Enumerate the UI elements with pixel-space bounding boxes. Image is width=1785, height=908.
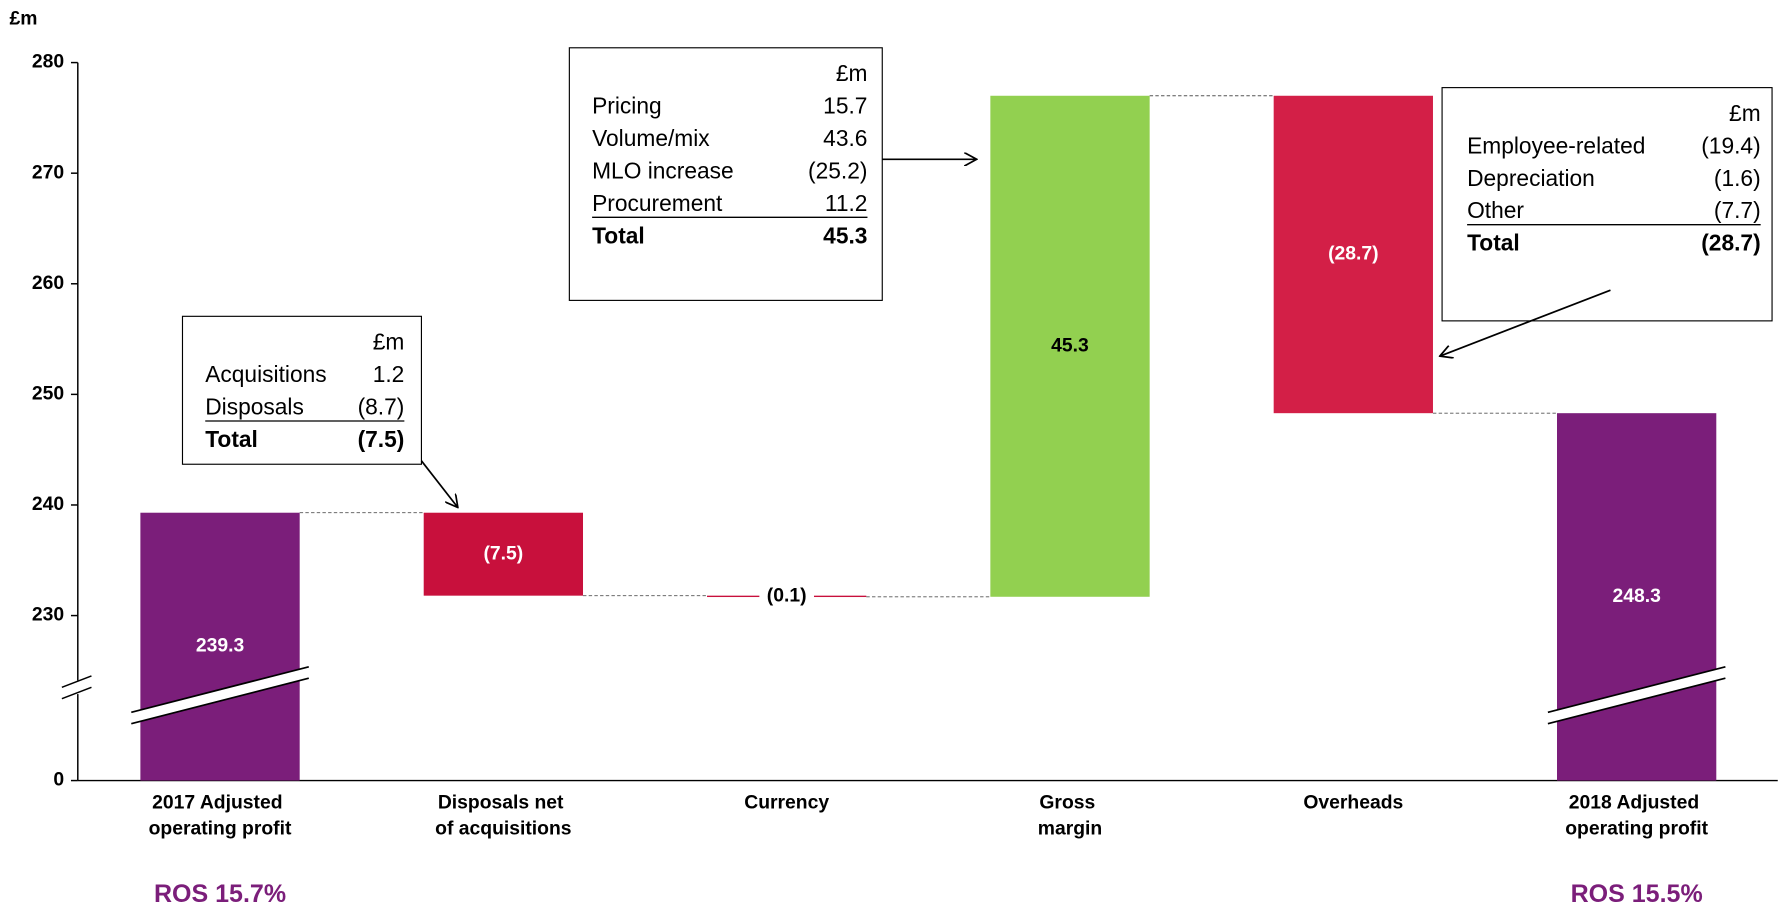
bar-break-edge: [1547, 665, 1726, 714]
callout-header: £m: [836, 60, 868, 86]
callout-row-value: (1.6): [1714, 165, 1761, 191]
y-tick-label: 240: [32, 493, 64, 515]
callout-row-value: 15.7: [823, 93, 867, 119]
y-axis-label: £m: [10, 7, 38, 29]
callout-header: £m: [1729, 100, 1761, 126]
y-tick-label: 0: [53, 769, 64, 791]
callout-total-label: Total: [205, 426, 258, 452]
callout-arrow: [420, 460, 457, 508]
callout-arrow: [1440, 289, 1611, 356]
value-label: (28.7): [1328, 243, 1379, 265]
value-label-bg: [759, 584, 814, 608]
callout-row-label: Other: [1467, 197, 1524, 223]
x-tick-label: 2017 Adjusted operating profit: [149, 791, 292, 839]
bar: [1273, 95, 1433, 414]
callout-total-value: (7.5): [358, 426, 405, 452]
value-label: 45.3: [1051, 334, 1089, 356]
axis-break: [61, 686, 92, 700]
callout-row-label: Depreciation: [1467, 165, 1595, 191]
value-label: 239.3: [196, 635, 245, 657]
x-tick-label: Overheads: [1303, 791, 1403, 813]
callout-total-label: Total: [592, 222, 645, 248]
callout-box: [1441, 87, 1773, 322]
x-tick-label: Gross margin: [1038, 791, 1102, 839]
bar-break-edge: [131, 665, 309, 714]
callout-total-value: (28.7): [1701, 230, 1760, 256]
callout-row-label: MLO increase: [592, 157, 734, 183]
callout-row-value: 43.6: [823, 125, 867, 151]
callout-header: £m: [373, 329, 405, 355]
callout-total-label: Total: [1467, 230, 1520, 256]
bar: [1557, 413, 1717, 781]
callout-row-value: (7.7): [1714, 197, 1761, 223]
callout-row-label: Procurement: [592, 190, 723, 216]
x-tick-label-line: operating profit: [149, 818, 292, 840]
x-tick-label-line: 2018 Adjusted: [1569, 791, 1705, 813]
x-tick-label: 2018 Adjusted operating profit: [1565, 791, 1708, 839]
bar: [990, 95, 1150, 597]
x-tick-label-line: Gross: [1039, 791, 1100, 813]
bar-break-edge: [131, 677, 309, 725]
callout-row-value: 1.2: [373, 361, 405, 387]
x-tick-label-line: 2017 Adjusted: [152, 791, 288, 813]
axis-break: [61, 675, 92, 688]
callout-row-label: Employee-related: [1467, 132, 1645, 158]
bar: [140, 512, 300, 781]
bar-break-edge: [1547, 677, 1726, 725]
y-tick-label: 280: [32, 51, 64, 73]
y-tick-label: 270: [32, 161, 64, 183]
y-tick-label: 250: [32, 382, 64, 404]
x-tick-label-line: margin: [1038, 818, 1102, 840]
callout-total-value: 45.3: [823, 222, 867, 248]
x-tick-label-line: operating profit: [1565, 818, 1708, 840]
value-label: (7.5): [483, 542, 523, 564]
callout-row-value: (19.4): [1701, 132, 1760, 158]
bar: [423, 512, 584, 596]
callout-row-label: Volume/mix: [592, 125, 710, 151]
bar-break: [1547, 666, 1726, 724]
value-label: (0.1): [767, 584, 807, 606]
callout-row-value: (25.2): [808, 157, 867, 183]
x-tick-label: Disposals net of acquisitions: [435, 791, 571, 839]
annotation: ROS 15.5%: [1571, 880, 1703, 908]
x-tick-label-line: Disposals net: [438, 791, 569, 813]
callout-row-label: Pricing: [592, 93, 662, 119]
annotation: ROS 15.7%: [154, 880, 286, 908]
x-tick-label: Currency: [744, 791, 829, 813]
callout-box: [568, 47, 883, 301]
y-tick-label: 260: [32, 272, 64, 294]
callout-row-value: (8.7): [358, 394, 405, 420]
callout-row-label: Acquisitions: [205, 361, 326, 387]
x-tick-label-line: of acquisitions: [435, 818, 571, 840]
callout-box: [181, 315, 423, 465]
value-label: 248.3: [1612, 585, 1661, 607]
callout-row-value: 11.2: [825, 190, 868, 216]
y-tick-label: 230: [32, 604, 64, 626]
callout-row-label: Disposals: [205, 394, 304, 420]
bar-break: [131, 666, 309, 724]
